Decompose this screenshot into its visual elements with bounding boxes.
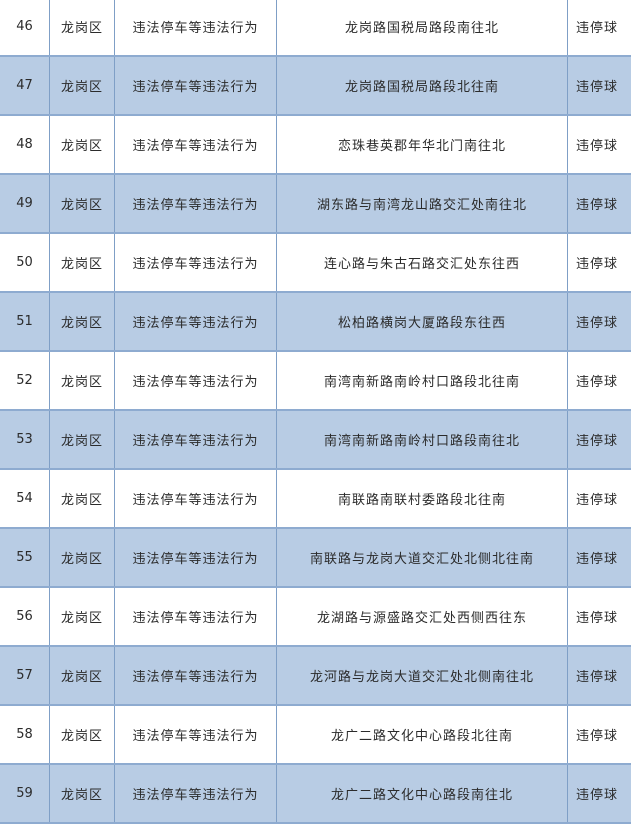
table-row: 58 龙岗区 违法停车等违法行为 龙广二路文化中心路段北往南 违停球 [0,706,631,765]
table-row: 54 龙岗区 违法停车等违法行为 南联路南联村委路段北往南 违停球 [0,470,631,529]
row-number: 58 [0,706,50,763]
device-cell: 违停球 [576,316,619,331]
district-cell: 龙岗区 [50,411,115,468]
location-cell: 南联路南联村委路段北往南 [277,470,568,527]
violation-cell: 违法停车等违法行为 [115,352,277,409]
violation-cell: 违法停车等违法行为 [115,411,277,468]
violation-cell: 违法停车等违法行为 [115,116,277,173]
district-cell: 龙岗区 [50,175,115,232]
violation-cell: 违法停车等违法行为 [115,234,277,291]
table-row: 46 龙岗区 违法停车等违法行为 龙岗路国税局路段南往北 违停球 [0,0,631,57]
device-cell: 违停球 [576,198,619,213]
district-cell: 龙岗区 [50,765,115,822]
district-cell: 龙岗区 [50,116,115,173]
device-cell: 违停球 [576,493,619,508]
location-cell: 龙湖路与源盛路交汇处西侧西往东 [277,588,568,645]
row-number: 46 [0,0,50,55]
violation-cell: 违法停车等违法行为 [115,0,277,55]
location-cell: 龙广二路文化中心路段北往南 [277,706,568,763]
device-cell: 违停球 [576,788,619,803]
location-cell: 龙河路与龙岗大道交汇处北侧南往北 [277,647,568,704]
row-number: 57 [0,647,50,704]
location-cell: 南湾南新路南岭村口路段南往北 [277,411,568,468]
location-cell: 龙广二路文化中心路段南往北 [277,765,568,822]
device-cell: 违停球 [576,434,619,449]
location-cell: 南湾南新路南岭村口路段北往南 [277,352,568,409]
location-cell: 龙岗路国税局路段北往南 [277,57,568,114]
table-row: 47 龙岗区 违法停车等违法行为 龙岗路国税局路段北往南 违停球 [0,57,631,116]
location-cell: 南联路与龙岗大道交汇处北侧北往南 [277,529,568,586]
violation-cell: 违法停车等违法行为 [115,765,277,822]
row-number: 48 [0,116,50,173]
row-number: 50 [0,234,50,291]
device-cell: 违停球 [576,257,619,272]
location-cell: 湖东路与南湾龙山路交汇处南往北 [277,175,568,232]
device-cell: 违停球 [576,611,619,626]
table-row: 56 龙岗区 违法停车等违法行为 龙湖路与源盛路交汇处西侧西往东 违停球 [0,588,631,647]
violation-cell: 违法停车等违法行为 [115,293,277,350]
table-row: 49 龙岗区 违法停车等违法行为 湖东路与南湾龙山路交汇处南往北 违停球 [0,175,631,234]
device-cell: 违停球 [576,139,619,154]
row-number: 52 [0,352,50,409]
district-cell: 龙岗区 [50,588,115,645]
violation-cell: 违法停车等违法行为 [115,175,277,232]
device-cell: 违停球 [576,552,619,567]
violation-cell: 违法停车等违法行为 [115,529,277,586]
table-row: 53 龙岗区 违法停车等违法行为 南湾南新路南岭村口路段南往北 违停球 [0,411,631,470]
device-cell: 违停球 [576,21,619,36]
district-cell: 龙岗区 [50,529,115,586]
district-cell: 龙岗区 [50,293,115,350]
row-number: 55 [0,529,50,586]
location-cell: 松柏路横岗大厦路段东往西 [277,293,568,350]
device-cell: 违停球 [576,670,619,685]
violation-cell: 违法停车等违法行为 [115,588,277,645]
row-number: 53 [0,411,50,468]
table-row: 57 龙岗区 违法停车等违法行为 龙河路与龙岗大道交汇处北侧南往北 违停球 [0,647,631,706]
table-row: 50 龙岗区 违法停车等违法行为 连心路与朱古石路交汇处东往西 违停球 [0,234,631,293]
violation-cell: 违法停车等违法行为 [115,470,277,527]
district-cell: 龙岗区 [50,234,115,291]
row-number: 59 [0,765,50,822]
row-number: 49 [0,175,50,232]
table-row: 55 龙岗区 违法停车等违法行为 南联路与龙岗大道交汇处北侧北往南 违停球 [0,529,631,588]
location-cell: 恋珠巷英郡年华北门南往北 [277,116,568,173]
district-cell: 龙岗区 [50,470,115,527]
district-cell: 龙岗区 [50,0,115,55]
device-cell: 违停球 [576,80,619,95]
district-cell: 龙岗区 [50,352,115,409]
location-cell: 连心路与朱古石路交汇处东往西 [277,234,568,291]
table-row: 52 龙岗区 违法停车等违法行为 南湾南新路南岭村口路段北往南 违停球 [0,352,631,411]
row-number: 54 [0,470,50,527]
table-row: 48 龙岗区 违法停车等违法行为 恋珠巷英郡年华北门南往北 违停球 [0,116,631,175]
row-number: 56 [0,588,50,645]
table-row: 59 龙岗区 违法停车等违法行为 龙广二路文化中心路段南往北 违停球 [0,765,631,824]
violation-cell: 违法停车等违法行为 [115,57,277,114]
table-row: 51 龙岗区 违法停车等违法行为 松柏路横岗大厦路段东往西 违停球 [0,293,631,352]
location-cell: 龙岗路国税局路段南往北 [277,0,568,55]
device-cell: 违停球 [576,729,619,744]
district-cell: 龙岗区 [50,57,115,114]
district-cell: 龙岗区 [50,706,115,763]
device-cell: 违停球 [576,375,619,390]
row-number: 47 [0,57,50,114]
violation-cell: 违法停车等违法行为 [115,647,277,704]
row-number: 51 [0,293,50,350]
district-cell: 龙岗区 [50,647,115,704]
violation-cell: 违法停车等违法行为 [115,706,277,763]
